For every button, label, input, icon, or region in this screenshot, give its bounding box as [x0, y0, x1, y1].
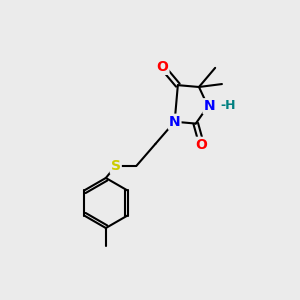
Text: O: O: [157, 60, 169, 74]
Text: -H: -H: [220, 99, 236, 112]
Text: N: N: [169, 115, 181, 129]
Text: S: S: [111, 159, 121, 173]
Text: O: O: [196, 138, 208, 152]
Text: N: N: [204, 99, 215, 113]
